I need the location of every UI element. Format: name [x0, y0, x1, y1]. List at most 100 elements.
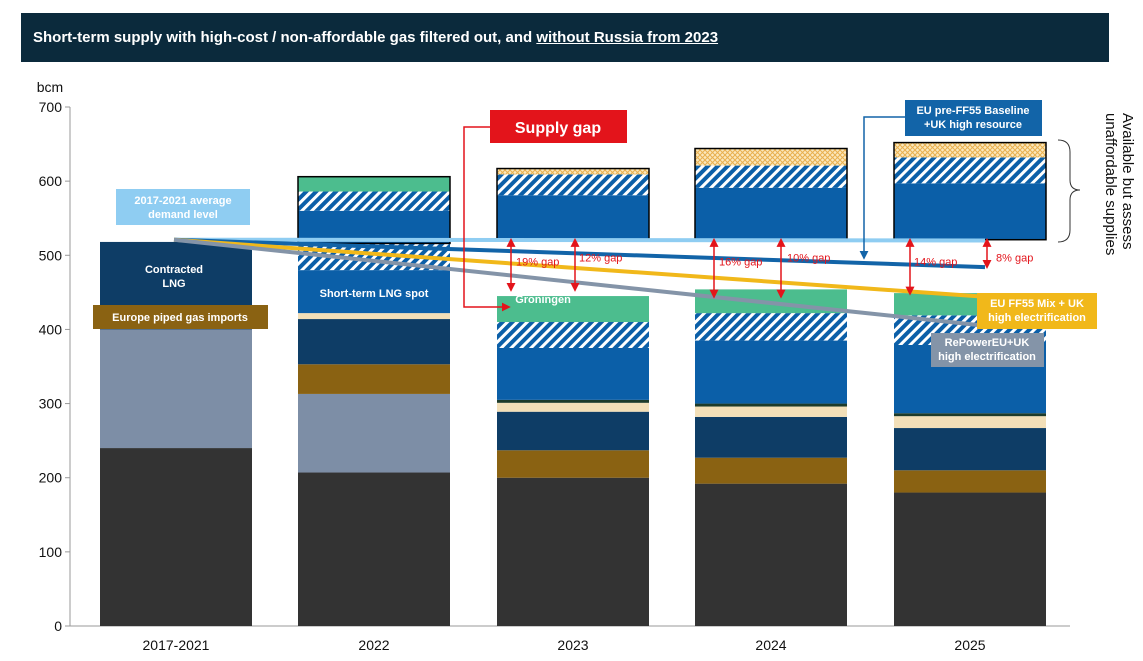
unaffordable-segment	[894, 183, 1046, 240]
europe-piped-label: Europe piped gas imports	[112, 312, 248, 324]
unaffordable-segment	[298, 191, 450, 211]
bar-segment	[298, 472, 450, 626]
bar-segment	[298, 364, 450, 394]
bar-segment	[497, 402, 649, 412]
baseline-label: EU pre-FF55 Baseline +UK high resource	[916, 105, 1029, 131]
y-tick-label: 300	[39, 396, 63, 412]
avg-demand-label: 2017-2021 average demand level	[134, 195, 231, 221]
avg-demand-line: demand level	[148, 209, 218, 221]
ff55-label: EU FF55 Mix + UK high electrification	[988, 298, 1086, 324]
supply-gap-label: Supply gap	[515, 120, 601, 137]
bar-segment	[497, 411, 649, 451]
bar-segment	[695, 403, 847, 407]
bar-segment	[695, 457, 847, 484]
y-tick-label: 200	[39, 470, 63, 486]
demand-line	[173, 237, 986, 243]
unaffordable-segment	[695, 187, 847, 240]
avg-demand-line: 2017-2021 average	[134, 195, 231, 207]
y-tick-label: 500	[39, 247, 63, 263]
bar-segment	[298, 270, 450, 314]
repower-line: high electrification	[938, 351, 1036, 363]
unaffordable-segment	[894, 157, 1046, 184]
repower-label: RePowerEU+UK high electrification	[938, 337, 1036, 363]
y-axis-unit: bcm	[37, 79, 63, 95]
contracted-lng-line: LNG	[162, 278, 185, 290]
bar-segment	[894, 428, 1046, 471]
unaffordable-outline	[297, 175, 451, 245]
bar-segment	[894, 470, 1046, 493]
groningen-label: Groningen	[515, 294, 571, 306]
side-note-label: Available but assessunaffordable supplie…	[1102, 113, 1136, 255]
y-tick-label: 100	[39, 544, 63, 560]
demand-line	[173, 237, 986, 328]
side-note-line: unaffordable supplies	[1102, 113, 1119, 255]
short-term-lng-label: Short-term LNG spot	[320, 288, 429, 300]
bar-segment	[497, 296, 649, 323]
unaffordable-segment	[894, 142, 1046, 158]
unaffordable-segment	[497, 195, 649, 240]
x-tick-label: 2017-2021	[143, 637, 210, 653]
bar-segment	[298, 313, 450, 320]
baseline-line: +UK high resource	[924, 119, 1022, 131]
unaffordable-segment	[298, 176, 450, 192]
unaffordable-segment	[497, 174, 649, 196]
bar-segment	[298, 393, 450, 473]
header-title-underlined: without Russia from 2023	[536, 29, 719, 46]
y-tick-label: 700	[39, 99, 63, 115]
bar-segment	[497, 477, 649, 626]
demand-line	[173, 237, 986, 299]
baseline-connector	[859, 116, 905, 260]
supply-gap-connector	[463, 126, 511, 312]
y-tick-label: 400	[39, 321, 63, 337]
unaffordable-segment	[695, 165, 847, 188]
x-tick-label: 2024	[755, 637, 786, 653]
contracted-lng-line: Contracted	[145, 264, 203, 276]
side-note-line: Available but assess	[1119, 113, 1136, 249]
y-tick-label: 0	[54, 618, 62, 634]
bar-segment	[695, 483, 847, 626]
gap-label: 8% gap	[996, 253, 1033, 265]
gap-label: 10% gap	[787, 253, 830, 265]
gap-label: 16% gap	[719, 257, 762, 269]
gap-label: 12% gap	[579, 253, 622, 265]
bar-segment	[695, 406, 847, 417]
bar-segment	[497, 399, 649, 403]
x-tick-label: 2022	[358, 637, 389, 653]
avg-demand-box	[116, 189, 250, 225]
x-tick-label: 2025	[954, 637, 985, 653]
bar-segment	[695, 416, 847, 458]
header-title: Short-term supply with high-cost / non-a…	[33, 29, 537, 46]
ff55-box	[977, 293, 1097, 329]
baseline-box	[905, 100, 1042, 136]
supply-gap-box	[490, 110, 627, 143]
bar-segment	[695, 340, 847, 404]
bar-segment	[497, 322, 649, 348]
europe-piped-box	[93, 305, 268, 329]
bar-segment	[100, 329, 252, 449]
ff55-line: high electrification	[988, 312, 1086, 324]
ff55-line: EU FF55 Mix + UK	[990, 298, 1084, 310]
chart-header: Short-term supply with high-cost / non-a…	[21, 13, 1109, 62]
bar-segment	[894, 416, 1046, 429]
bar-segment	[894, 492, 1046, 626]
repower-line: RePowerEU+UK	[945, 337, 1030, 349]
bar-segment	[100, 448, 252, 626]
gap-label: 14% gap	[914, 257, 957, 269]
y-tick-label: 600	[39, 173, 63, 189]
unaffordable-segment	[695, 148, 847, 166]
bar-segment	[695, 313, 847, 341]
bar-segment	[894, 413, 1046, 417]
bar-segment	[497, 347, 649, 400]
gap-label: 19% gap	[516, 257, 559, 269]
bar-segment	[298, 319, 450, 365]
demand-line	[173, 237, 986, 270]
baseline-line: EU pre-FF55 Baseline	[916, 105, 1029, 117]
supply-gap-callout: Supply gap	[463, 110, 627, 312]
repower-box	[931, 333, 1044, 367]
x-tick-label: 2023	[557, 637, 588, 653]
side-brace	[1057, 139, 1081, 243]
unaffordable-segment	[497, 168, 649, 175]
bar-segment	[497, 450, 649, 478]
contracted-lng-label: Contracted LNG	[145, 264, 203, 290]
